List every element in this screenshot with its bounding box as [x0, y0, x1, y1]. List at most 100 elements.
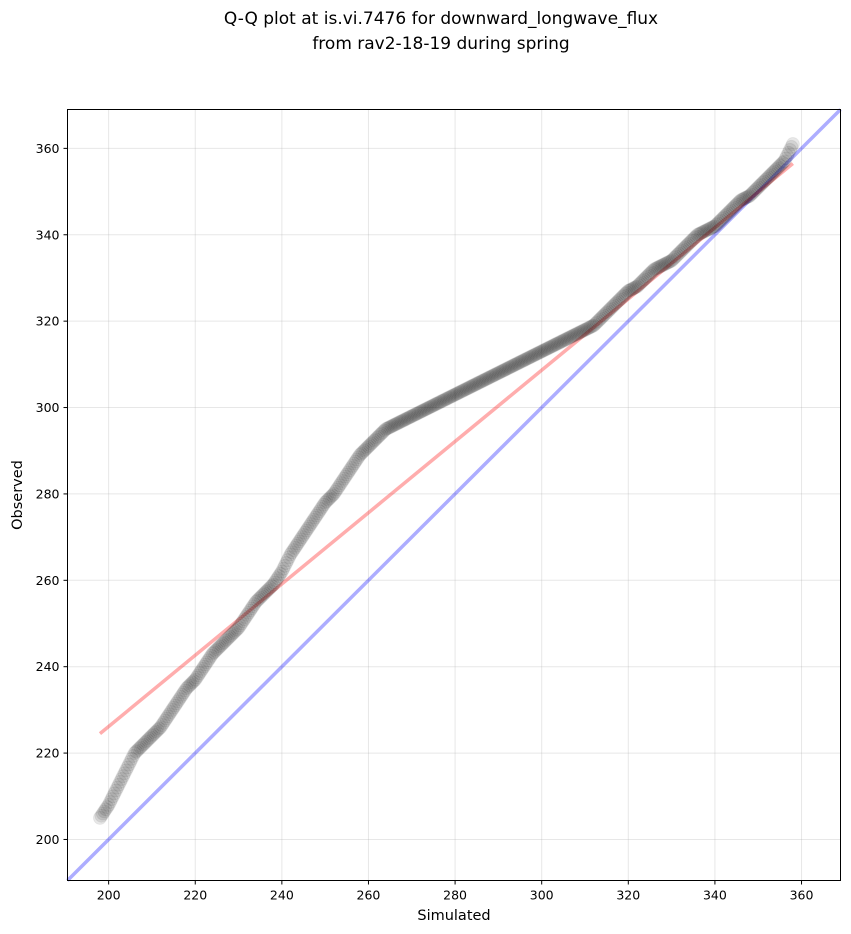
data-point	[593, 311, 608, 326]
x-tick-label: 260	[357, 888, 381, 903]
data-point	[527, 347, 542, 362]
data-point	[700, 222, 715, 237]
data-point	[375, 425, 390, 440]
data-point	[530, 346, 545, 361]
data-point	[751, 180, 766, 195]
data-point	[599, 305, 614, 320]
data-point	[231, 620, 246, 635]
data-point	[312, 504, 327, 519]
data-point	[673, 245, 688, 260]
data-point	[745, 186, 760, 201]
data-point	[612, 292, 627, 307]
data-point	[368, 432, 383, 447]
data-point	[143, 730, 158, 745]
data-point	[302, 519, 317, 534]
data-point	[756, 174, 771, 189]
data-point	[601, 304, 616, 319]
data-point	[653, 259, 668, 274]
data-point	[404, 409, 419, 424]
data-point	[355, 445, 370, 460]
data-point	[244, 601, 259, 616]
data-point	[482, 370, 497, 385]
data-point	[562, 330, 577, 345]
data-point	[716, 210, 731, 225]
data-point	[501, 360, 516, 375]
data-point	[670, 247, 685, 262]
data-point	[326, 486, 341, 501]
data-point	[450, 386, 465, 401]
data-point	[150, 723, 165, 738]
data-point	[748, 183, 763, 198]
data-point	[323, 489, 338, 504]
data-point	[782, 142, 797, 157]
data-point	[429, 396, 444, 411]
data-point	[247, 597, 262, 612]
data-point	[515, 353, 530, 368]
data-point	[241, 605, 256, 620]
data-point	[251, 592, 266, 607]
data-point	[300, 521, 315, 536]
data-point	[280, 553, 295, 568]
data-point	[631, 278, 646, 293]
data-point	[598, 306, 613, 321]
data-point	[192, 666, 207, 681]
data-point	[201, 653, 216, 668]
data-point	[491, 365, 506, 380]
data-point	[188, 672, 203, 687]
data-point	[209, 642, 224, 657]
data-point	[108, 783, 123, 798]
data-point	[632, 276, 647, 291]
data-point	[427, 397, 442, 412]
data-point	[595, 309, 610, 324]
data-point	[207, 645, 222, 660]
data-point	[749, 181, 764, 196]
data-point	[693, 226, 708, 241]
data-point	[245, 599, 260, 614]
data-point	[767, 164, 782, 179]
data-point	[718, 209, 733, 224]
data-point	[484, 369, 499, 384]
data-point	[334, 476, 349, 491]
data-point	[358, 442, 373, 457]
data-point	[754, 177, 769, 192]
data-point	[182, 678, 197, 693]
data-point	[733, 193, 748, 208]
data-point	[658, 256, 673, 271]
data-point	[603, 301, 618, 316]
data-point	[344, 461, 359, 476]
data-point	[362, 437, 377, 452]
data-point	[641, 268, 656, 283]
data-point	[381, 420, 396, 435]
data-point	[347, 456, 362, 471]
data-point	[686, 232, 701, 247]
data-point	[742, 188, 757, 203]
data-point	[702, 222, 717, 237]
data-point	[657, 257, 672, 272]
data-point	[423, 399, 438, 414]
data-point	[518, 352, 533, 367]
data-point	[103, 795, 118, 810]
data-point	[755, 175, 770, 190]
data-point	[230, 622, 245, 637]
data-point	[508, 357, 523, 372]
data-point	[557, 332, 572, 347]
data-point	[140, 733, 155, 748]
data-point	[238, 610, 253, 625]
data-point	[725, 201, 740, 216]
data-point	[462, 380, 477, 395]
data-point	[471, 376, 486, 391]
data-point	[332, 478, 347, 493]
data-point	[276, 561, 291, 576]
data-point	[296, 527, 311, 542]
data-point	[772, 158, 787, 173]
data-point	[104, 792, 119, 807]
data-point	[638, 270, 653, 285]
data-point	[622, 283, 637, 298]
data-point	[589, 315, 604, 330]
data-point	[476, 373, 491, 388]
data-point	[651, 260, 666, 275]
data-point	[654, 258, 669, 273]
data-point	[579, 322, 594, 337]
data-point	[502, 360, 517, 375]
data-point	[452, 385, 467, 400]
